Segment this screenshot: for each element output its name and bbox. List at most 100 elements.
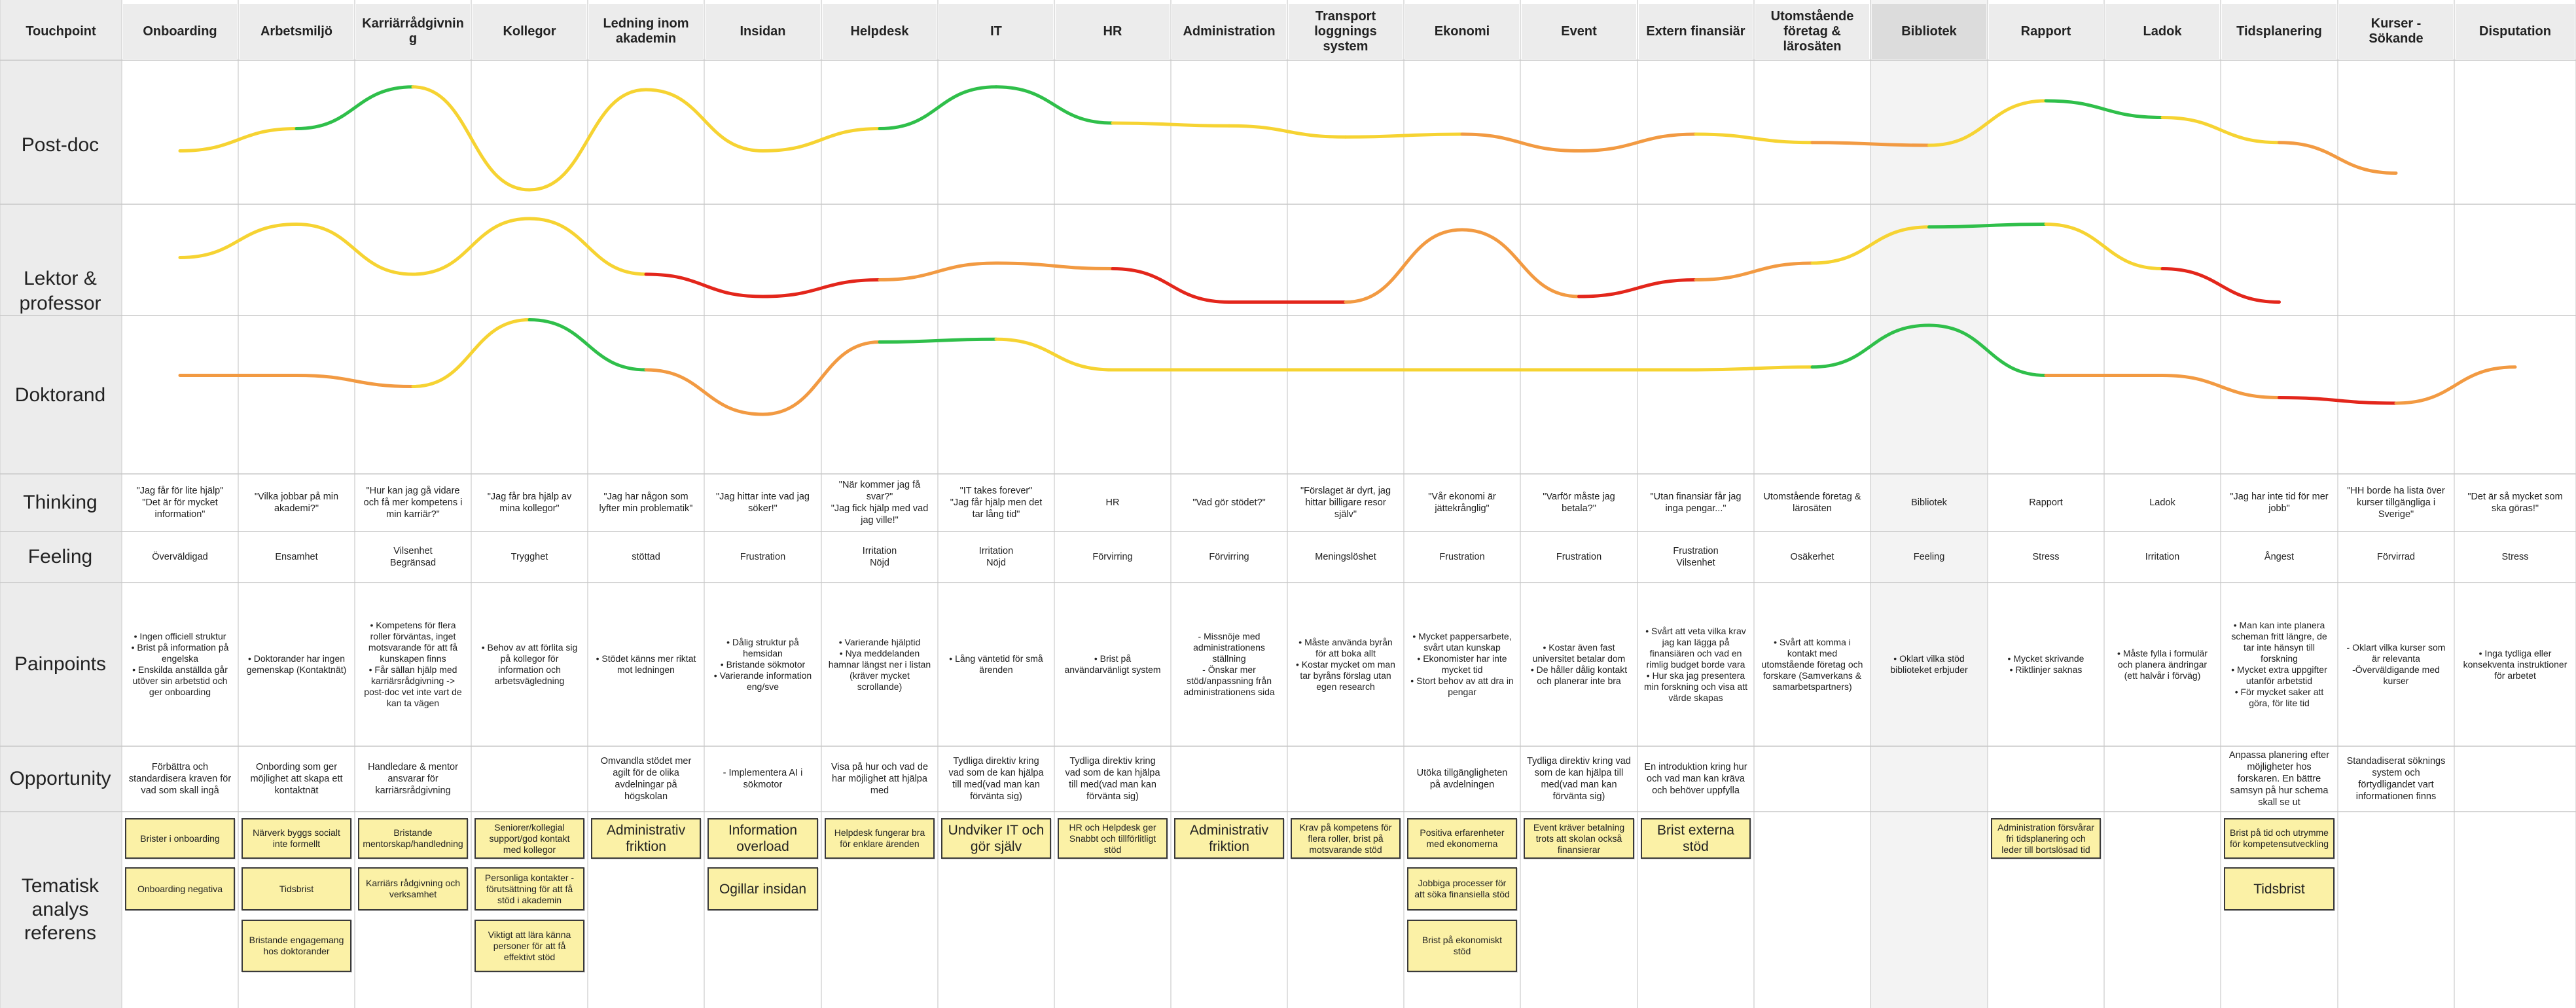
column-header-onboarding: Onboarding xyxy=(123,4,237,59)
sticky-note[interactable]: Brist på ekonomiskt stöd xyxy=(1407,920,1517,972)
sticky-note[interactable]: Onboarding negativa xyxy=(125,867,235,910)
sticky-note[interactable]: Brister i onboarding xyxy=(125,818,235,859)
opportunity-cell-arbetsmiljo: Onbording som ger möjlighet att skapa et… xyxy=(250,762,343,796)
column-header-insidan: Insidan xyxy=(706,4,820,59)
opportunity-cell-bibliotek xyxy=(1870,746,1988,812)
column-header-karriar: Karriärrådgivnin g xyxy=(356,4,470,59)
emotion-segment-2 xyxy=(1344,228,1464,304)
emotion-segment-2 xyxy=(178,223,298,259)
thinking-cell-ladok: Ladok xyxy=(2149,497,2175,508)
emotion-segment-3 xyxy=(2160,374,2281,399)
opportunity-cell-helpdesk: Visa på hur och vad de har möjlighet att… xyxy=(831,762,929,796)
emotion-segment-2 xyxy=(1460,228,1581,298)
emotion-segment-3 xyxy=(2394,365,2517,405)
row-label-feeling: Feeling xyxy=(27,546,93,567)
thinking-cell-onboarding: "Jag får för lite hjälp" "Det är för myc… xyxy=(136,486,224,520)
emotion-segment-3 xyxy=(878,337,998,344)
sticky-note[interactable]: HR och Helpdesk ger Snabbt och tillförli… xyxy=(1058,818,1168,859)
painpoints-cell-onboarding: • Ingen officiell struktur • Brist på in… xyxy=(131,631,229,697)
opportunity-cell-ledning: Omvandla stödet mer agilt för de olika a… xyxy=(600,756,692,802)
painpoints-cell-extern: • Svårt att veta vilka krav jag kan lägg… xyxy=(1644,625,1747,703)
emotion-segment-3 xyxy=(1694,365,1814,372)
painpoints-cell-bibliotek: • Oklart vilka stöd biblioteket erbjuder xyxy=(1890,653,1968,675)
feeling-cell-ekonomi: Frustration xyxy=(1439,552,1485,562)
column-header-extern: Extern finansiär xyxy=(1639,4,1753,59)
thinking-cell-extern: "Utan finansiär får jag inga pengar..." xyxy=(1650,492,1742,514)
feeling-cell-karriar: Vilsenhet Begränsad xyxy=(389,546,437,568)
feeling-cell-kurser: Förvirrad xyxy=(2376,552,2415,562)
sticky-note[interactable]: Bristande mentorskap/handledning xyxy=(358,818,468,859)
thinking-cell-rapport: Rapport xyxy=(2029,497,2063,508)
painpoints-cell-kollegor: • Behov av att förlita sig på kollegor f… xyxy=(481,642,578,686)
sticky-note[interactable]: Undviker IT och gör själv xyxy=(941,818,1051,859)
opportunity-cell-administration xyxy=(1171,746,1287,812)
sticky-note[interactable]: Personliga kontakter - förutsättning för… xyxy=(474,867,584,910)
column-header-ledning: Ledning inom akademin xyxy=(589,4,703,59)
thinking-cell-hr: HR xyxy=(1105,497,1120,508)
thinking-cell-it: "IT takes forever" "Jag får hjälp men de… xyxy=(950,486,1043,520)
sticky-note[interactable]: Administration försvårar fri tidsplaneri… xyxy=(1991,818,2101,859)
painpoints-cell-event: • Kostar även fast universitet betalar d… xyxy=(1530,642,1628,686)
sticky-note[interactable]: Brist externa stöd xyxy=(1641,818,1751,859)
feeling-cell-transport: Meningslöshet xyxy=(1315,552,1376,562)
thinking-cell-event: "Varför måste jag betala?" xyxy=(1543,492,1615,514)
sticky-note[interactable]: Krav på kompetens för flera roller, bris… xyxy=(1291,818,1401,859)
opportunity-cell-it: Tydliga direktiv kring vad som de kan hj… xyxy=(948,756,1044,802)
sticky-note[interactable]: Viktigt att lära känna personer för att … xyxy=(474,920,584,972)
sticky-note[interactable]: Tidsbrist xyxy=(2224,867,2334,910)
sticky-note[interactable]: Jobbiga processer för att söka finansiel… xyxy=(1407,867,1517,910)
column-header-rapport: Rapport xyxy=(1989,4,2103,59)
column-header-bibliotek: Bibliotek xyxy=(1872,4,1986,59)
feeling-cell-helpdesk: Irritation Nöjd xyxy=(862,546,897,568)
column-header-event: Event xyxy=(1522,4,1636,59)
sticky-note[interactable]: Information overload xyxy=(707,818,818,859)
sticky-note[interactable]: Ogillar insidan xyxy=(707,867,818,910)
sticky-note[interactable]: Positiva erfarenheter med ekonomerna xyxy=(1407,818,1517,859)
painpoints-cell-utomstaende: • Svårt att komma i kontakt med utomståe… xyxy=(1761,636,1863,692)
emotion-segment-1 xyxy=(994,85,1115,125)
painpoints-cell-tidsplanering: • Man kan inte planera scheman fritt län… xyxy=(2231,620,2327,708)
painpoints-cell-transport: • Måste använda byrån för att boka allt … xyxy=(1296,636,1395,692)
thinking-cell-transport: "Förslaget är dyrt, jag hittar billigare… xyxy=(1300,486,1391,520)
sticky-note[interactable]: Närverk byggs socialt inte formellt xyxy=(241,818,351,859)
sticky-note[interactable]: Tidsbrist xyxy=(241,867,351,910)
sticky-note[interactable]: Seniorer/kollegial support/god kontakt m… xyxy=(474,818,584,859)
painpoints-cell-kurser: - Oklart vilka kurser som är relevanta -… xyxy=(2346,642,2446,686)
emotion-segment-1 xyxy=(2044,99,2164,119)
opportunity-cell-ladok xyxy=(2104,746,2221,812)
sticky-note[interactable]: Helpdesk fungerar bra för enklare ärende… xyxy=(825,818,935,859)
painpoints-cell-hr: • Brist på användarvänligt system xyxy=(1064,653,1161,675)
column-header-tidsplanering: Tidsplanering xyxy=(2222,4,2336,59)
sticky-note[interactable]: Brist på tid och utrymme för kompetensut… xyxy=(2224,818,2334,859)
opportunity-cell-event: Tydliga direktiv kring vad som de kan hj… xyxy=(1527,756,1631,802)
feeling-cell-ledning: stöttad xyxy=(632,552,660,562)
opportunity-cell-karriar: Handledare & mentor ansvarar för karriär… xyxy=(368,762,458,796)
sticky-note[interactable]: Administrativ friktion xyxy=(1174,818,1284,859)
opportunity-cell-kurser: Standadiserat söknings system och förtyd… xyxy=(2346,756,2446,802)
emotion-segment-1 xyxy=(1344,132,1464,139)
sticky-note[interactable]: Karriärs rådgivning och verksamhet xyxy=(358,867,468,910)
column-header-touchpoint: Touchpoint xyxy=(1,4,120,59)
opportunity-cell-rapport xyxy=(1988,746,2104,812)
opportunity-cell-ekonomi: Utöka tillgängligheten på avdelningen xyxy=(1416,768,1508,790)
emotion-segment-1 xyxy=(1111,121,1231,128)
emotion-segment-1 xyxy=(295,85,415,130)
painpoints-cell-it: • Lång väntetid för små ärenden xyxy=(949,653,1043,675)
emotion-segment-1 xyxy=(1810,141,1931,147)
emotion-segment-1 xyxy=(878,85,998,130)
thinking-cell-administration: "Vad gör stödet?" xyxy=(1192,497,1266,508)
emotion-segment-2 xyxy=(295,223,415,276)
sticky-note[interactable]: Administrativ friktion xyxy=(591,818,701,859)
feeling-cell-event: Frustration xyxy=(1556,552,1602,562)
emotion-segment-2 xyxy=(878,261,998,281)
opportunity-cell-kollegor xyxy=(471,746,588,812)
feeling-cell-ladok: Irritation xyxy=(2145,552,2180,562)
thinking-cell-ledning: "Jag har någon som lyfter min problemati… xyxy=(599,492,693,514)
sticky-note[interactable]: Event kräver betalning trots att skolan … xyxy=(1524,818,1634,859)
feeling-cell-arbetsmiljo: Ensamhet xyxy=(275,552,318,562)
row-label-column-bg xyxy=(0,0,122,1008)
sticky-note[interactable]: Bristande engagemang hos doktorander xyxy=(241,920,351,972)
emotion-segment-2 xyxy=(1927,223,2048,229)
